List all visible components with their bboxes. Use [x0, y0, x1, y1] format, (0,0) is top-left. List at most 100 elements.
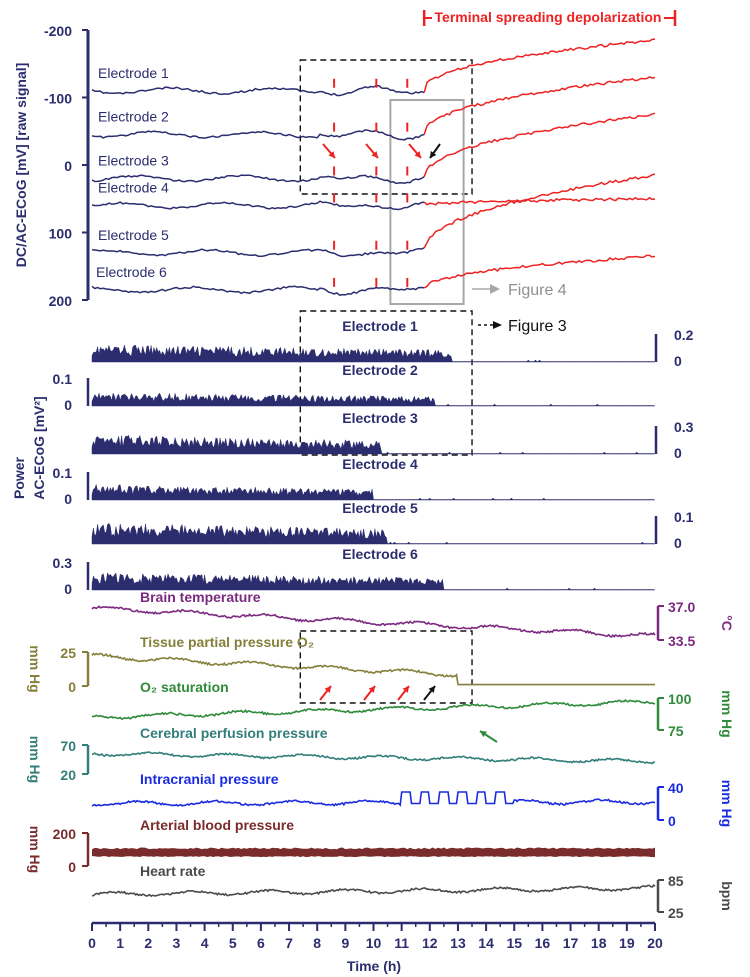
sd-arrow-red-head — [328, 151, 335, 158]
power-area-4 — [91, 483, 656, 501]
power-y-tick-label: 0.1 — [53, 465, 73, 481]
dc-y-tick-label: 0 — [64, 158, 72, 174]
x-tick-label: 3 — [173, 935, 181, 951]
dc-electrode-label: Electrode 6 — [96, 264, 167, 280]
dc-trace-5 — [91, 247, 425, 258]
x-tick-label: 19 — [619, 935, 635, 951]
dc-y-tick-label: 200 — [49, 293, 73, 309]
phys-label: Brain temperature — [140, 589, 261, 605]
phys-trace-4 — [91, 751, 656, 765]
phys-y-tick-label: 25 — [668, 905, 684, 921]
power-y-tick-label: 0.2 — [674, 327, 694, 343]
power-y-tick-label: 0 — [674, 353, 682, 369]
x-tick-label: 15 — [506, 935, 522, 951]
power-y-tick-label: 0 — [674, 445, 682, 461]
phys-label: Tissue partial pressure O₂ — [140, 634, 314, 650]
x-tick-label: 6 — [257, 935, 265, 951]
phys-unit-label: mm Hg — [719, 780, 735, 827]
dc-tsd-trace-3 — [423, 112, 656, 177]
phys-y-tick-label: 100 — [668, 691, 692, 707]
figure3-label: Figure 3 — [508, 318, 567, 335]
dc-ecog-panel: -200 -100 0 100 200 DC/AC-ECoG [mV] [raw sign… — [13, 23, 656, 309]
phys-unit-label: °C — [719, 615, 735, 631]
figure4-label: Figure 4 — [508, 282, 567, 299]
tsd-label: Terminal spreading depolarization — [435, 9, 662, 25]
dc-trace-6 — [91, 285, 425, 297]
phys-y-tick-label: 0 — [68, 679, 76, 695]
power-electrode-label: Electrode 2 — [342, 362, 418, 378]
x-axis-label: Time (h) — [347, 958, 401, 974]
po2-arrow-red-head — [324, 686, 331, 693]
figure3-box-power — [299, 310, 473, 456]
x-tick-label: 7 — [285, 935, 293, 951]
sd-arrow-red-head — [414, 151, 421, 158]
phys-unit-label: mm Hg — [719, 690, 735, 737]
dc-trace-1 — [91, 84, 425, 97]
power-panel: Electrode 1 0.2 0 Electrode 2 0.1 0 Electrode … — [11, 318, 694, 597]
phys-y-tick-label: 0 — [68, 859, 76, 875]
x-tick-label: 16 — [535, 935, 551, 951]
abp-band — [92, 847, 655, 858]
phys-y-tick-label: 25 — [60, 645, 76, 661]
phys-unit-label: mm Hg — [27, 826, 43, 873]
figure4-arrowhead — [490, 284, 500, 294]
x-tick-label: 1 — [116, 935, 124, 951]
dc-electrode-label: Electrode 2 — [98, 109, 169, 125]
phys-trace-2 — [91, 652, 655, 686]
phys-trace-5 — [91, 791, 656, 807]
power-y-axis-label-2: AC-ECoG [mV²] — [31, 396, 47, 499]
x-tick-label: 4 — [201, 935, 209, 951]
phys-y-tick-label: 200 — [53, 826, 77, 842]
phys-label: Heart rate — [140, 863, 206, 879]
dc-trace-4 — [91, 200, 425, 211]
phys-unit-label: mm Hg — [27, 736, 43, 783]
power-area-5 — [91, 522, 656, 545]
phys-unit-label: mm Hg — [27, 645, 43, 692]
power-y-tick-label: 0 — [64, 581, 72, 597]
power-y-tick-label: 0 — [674, 535, 682, 551]
phys-y-tick-label: 33.5 — [668, 633, 695, 649]
dc-y-tick-label: -100 — [44, 91, 72, 107]
x-tick-label: 12 — [422, 935, 438, 951]
power-y-tick-label: 0.1 — [674, 509, 694, 525]
phys-y-tick-label: 75 — [668, 723, 684, 739]
power-area-1 — [91, 344, 656, 363]
phys-trace-7 — [91, 884, 656, 898]
dc-y-axis-label: DC/AC-ECoG [mV] [raw signal] — [13, 63, 29, 268]
x-tick-label: 5 — [229, 935, 237, 951]
phys-y-tick-label: 37.0 — [668, 599, 695, 615]
x-tick-label: 18 — [591, 935, 607, 951]
figure3-box-po2 — [299, 630, 473, 704]
physiology-panel: Brain temperature 37.0 33.5 °C Tissue partia… — [27, 589, 735, 921]
x-tick-label: 11 — [394, 935, 409, 951]
power-electrode-label: Electrode 5 — [342, 500, 418, 516]
dc-trace-2 — [91, 129, 425, 141]
dc-y-tick-label: -200 — [44, 23, 72, 39]
phys-y-tick-label: 20 — [60, 767, 76, 783]
sd-arrow-red-head — [371, 151, 378, 158]
annotations: Terminal spreading depolarization Figure … — [319, 8, 677, 743]
phys-trace-1 — [91, 605, 656, 638]
dc-tsd-trace-6 — [423, 254, 656, 289]
phys-unit-label: bpm — [719, 881, 735, 911]
phys-label: O₂ saturation — [140, 679, 229, 695]
dc-tsd-trace-4 — [423, 196, 656, 206]
phys-label: Arterial blood pressure — [140, 817, 294, 833]
dc-y-tick-label: 100 — [49, 226, 73, 242]
power-area-2 — [91, 392, 656, 407]
dc-tsd-trace-1 — [423, 38, 656, 93]
po2-arrow-red-head — [368, 686, 375, 693]
power-area-3 — [91, 434, 656, 455]
power-electrode-label: Electrode 4 — [342, 456, 418, 472]
dc-tsd-trace-5 — [423, 173, 656, 249]
x-tick-label: 2 — [144, 935, 152, 951]
power-y-tick-label: 0.3 — [53, 555, 73, 571]
x-tick-label: 14 — [478, 935, 494, 951]
power-y-axis-label: Power — [11, 456, 27, 499]
phys-label: Cerebral perfusion pressure — [140, 725, 328, 741]
x-tick-label: 9 — [341, 935, 349, 951]
x-tick-label: 17 — [563, 935, 579, 951]
x-tick-label: 13 — [450, 935, 466, 951]
